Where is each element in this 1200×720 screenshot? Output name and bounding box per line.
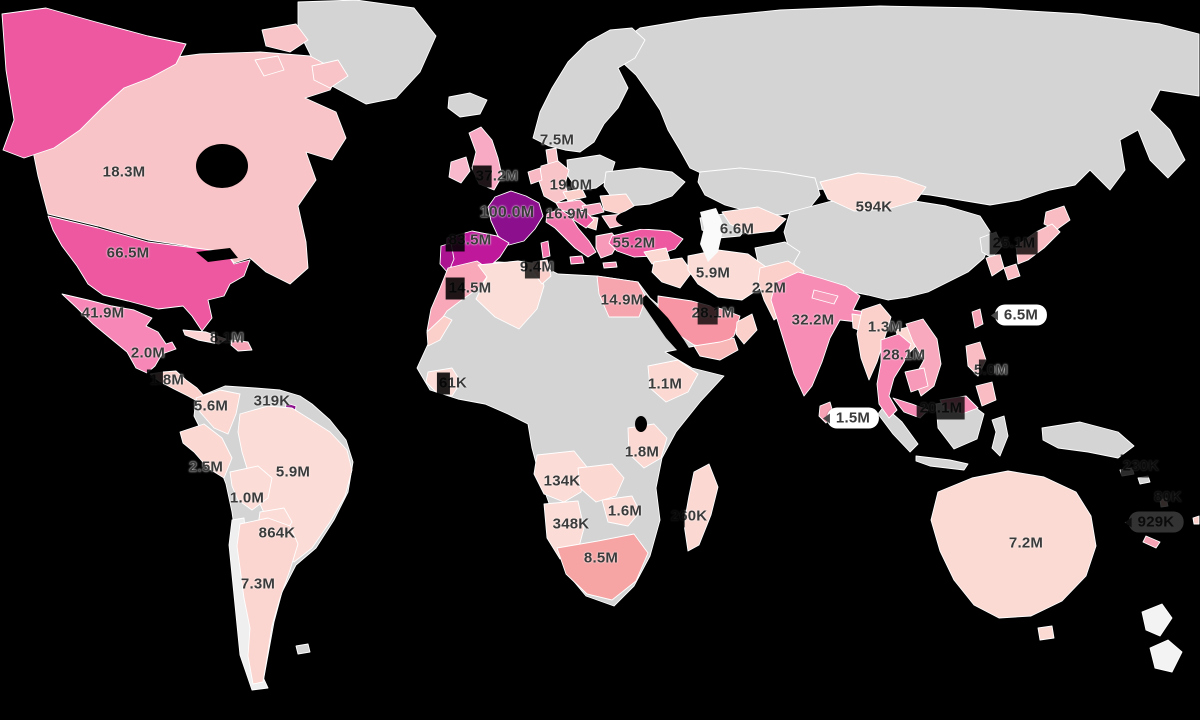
country-canada[interactable] [29,23,349,285]
country-iran[interactable] [687,249,767,301]
red-sea [640,295,694,360]
country-thailand[interactable] [876,333,912,419]
country-argentina[interactable] [236,517,299,685]
country-ethiopia[interactable] [647,359,699,403]
country-new-caledonia[interactable] [1142,535,1161,549]
country-ireland[interactable] [448,156,471,184]
state-alaska[interactable] [1,7,187,159]
country-colombia[interactable] [195,389,241,435]
country-madagascar[interactable] [683,463,719,552]
country-myanmar[interactable] [856,303,892,381]
country-fiji[interactable] [1192,515,1200,525]
country-tanzania[interactable] [627,423,668,469]
country-new-zealand[interactable] [1141,603,1183,673]
hudson-bay [196,144,248,188]
country-vanuatu[interactable] [1159,497,1169,508]
caspian-sea [700,208,724,262]
country-bolivia[interactable] [229,465,273,511]
country-netherlands-belgium[interactable] [527,167,543,185]
country-angola[interactable] [533,450,588,503]
country-iraq[interactable] [651,257,693,289]
country-egypt[interactable] [596,275,647,318]
country-south-africa[interactable] [556,533,649,601]
lake-victoria [635,416,647,432]
country-australia[interactable] [930,470,1097,641]
country-oman[interactable] [735,313,758,345]
region-western-sahara[interactable] [426,315,453,347]
country-zimbabwe[interactable] [601,495,641,527]
country-taiwan[interactable] [971,308,984,329]
country-uzbekistan[interactable] [721,206,787,235]
country-italy[interactable] [540,208,597,265]
country-russia[interactable] [611,5,1200,206]
country-iceland[interactable] [447,92,488,118]
country-romania[interactable] [599,193,635,215]
country-scandinavia[interactable] [532,27,646,153]
country-czechia[interactable] [562,188,587,202]
country-dominican-republic[interactable] [230,339,253,352]
country-india[interactable] [770,271,867,397]
country-peru[interactable] [179,423,233,479]
country-france[interactable] [487,190,544,246]
country-cambodia[interactable] [904,367,929,393]
country-mongolia[interactable] [819,172,927,212]
country-nepal[interactable] [811,289,839,305]
continent-africa-base[interactable] [416,261,725,607]
country-croatia-slovenia[interactable] [569,209,595,229]
black-sea [616,209,672,229]
great-lakes [196,248,238,262]
falkland-islands[interactable] [295,643,311,655]
country-mexico[interactable] [61,293,177,374]
country-papua-new-guinea[interactable] [1041,421,1135,459]
country-yemen[interactable] [693,337,739,361]
country-zambia[interactable] [577,463,625,503]
country-poland-baltics[interactable] [566,154,616,191]
